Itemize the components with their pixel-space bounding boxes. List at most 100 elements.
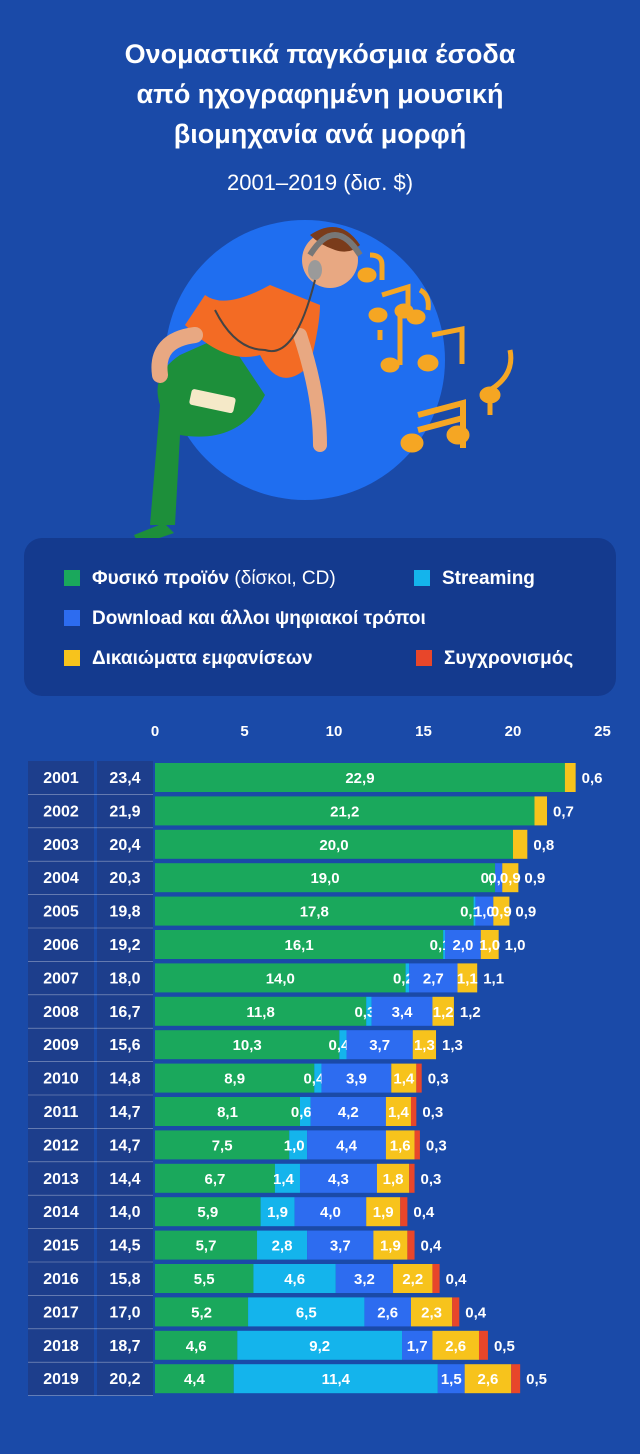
bar-segment-streaming bbox=[248, 1297, 365, 1327]
total-label: 20,4 bbox=[109, 837, 140, 854]
bar-segment-streaming bbox=[274, 1163, 300, 1193]
data-label-physical: 5,2 bbox=[191, 1304, 212, 1321]
bar-segment-performance bbox=[373, 1230, 408, 1260]
data-label-performance: 1,9 bbox=[373, 1204, 394, 1221]
data-label-physical: 5,7 bbox=[196, 1238, 217, 1255]
data-label-streaming: 0,6 bbox=[291, 1104, 312, 1121]
bar-segment-download bbox=[364, 1297, 411, 1327]
bar-segment-performance bbox=[534, 796, 548, 826]
year-label: 2006 bbox=[43, 937, 79, 954]
legend-item-physical: Φυσικό προϊόν (δίσκοι, CD) bbox=[64, 568, 336, 590]
bar-segment-physical bbox=[155, 1063, 315, 1093]
legend-swatch-download bbox=[64, 610, 80, 626]
bar-segment-physical bbox=[155, 1163, 275, 1193]
data-label-physical: 10,3 bbox=[233, 1037, 262, 1054]
data-label-streaming: 0,3 bbox=[354, 1004, 375, 1021]
total-label: 18,0 bbox=[109, 970, 140, 987]
legend-item-sync: Συγχρονισμός bbox=[416, 648, 573, 670]
data-label-streaming: 11,4 bbox=[322, 1371, 351, 1388]
total-label: 20,2 bbox=[109, 1371, 140, 1388]
data-label-performance: 0,9 bbox=[491, 904, 512, 921]
bar-segment-streaming bbox=[233, 1364, 438, 1394]
bar-segment-download bbox=[444, 930, 481, 959]
legend-panel: Φυσικό προϊόν (δίσκοι, CD) Streaming Dow… bbox=[24, 538, 616, 696]
data-label-performance: 2,3 bbox=[421, 1304, 442, 1321]
bar-segment-download bbox=[409, 963, 458, 993]
bar-segment-sync bbox=[511, 1364, 521, 1394]
data-label-streaming: 0,4 bbox=[329, 1037, 351, 1054]
data-label-performance: 1,3 bbox=[414, 1037, 435, 1054]
total-label: 19,2 bbox=[109, 937, 140, 954]
bar-segment-download bbox=[307, 1130, 386, 1160]
data-label-performance: 1,1 bbox=[457, 970, 478, 987]
data-label-physical: 19,0 bbox=[310, 870, 339, 887]
bar-segment-streaming bbox=[260, 1197, 295, 1227]
data-label-download: 3,7 bbox=[330, 1238, 351, 1255]
bar-segment-performance bbox=[457, 963, 478, 993]
data-label-performance: 1,0 bbox=[479, 937, 500, 954]
legend-swatch-sync bbox=[416, 650, 432, 666]
data-label-download: 2,6 bbox=[377, 1304, 398, 1321]
data-label-download: 4,2 bbox=[338, 1104, 359, 1121]
data-label-streaming: 2,8 bbox=[272, 1238, 293, 1255]
outer-label: 0,8 bbox=[533, 837, 554, 854]
data-label-physical: 17,8 bbox=[300, 904, 329, 921]
bar-segment-performance bbox=[464, 1364, 512, 1394]
data-label-performance: 1,8 bbox=[383, 1171, 404, 1188]
data-label-download: 3,9 bbox=[346, 1071, 367, 1088]
year-label: 2018 bbox=[43, 1338, 79, 1355]
outer-label: 1,3 bbox=[442, 1037, 463, 1054]
legend-swatch-performance bbox=[64, 650, 80, 666]
outer-label: 0,5 bbox=[526, 1371, 547, 1388]
outer-label: 0,9 bbox=[515, 904, 536, 921]
data-label-physical: 14,0 bbox=[266, 970, 295, 987]
year-column-bg bbox=[28, 761, 94, 1396]
bar-segment-streaming bbox=[366, 996, 372, 1026]
bar-segment-physical bbox=[155, 1230, 258, 1260]
bar-segment-performance bbox=[564, 763, 576, 792]
total-column-bg bbox=[97, 761, 153, 1396]
outer-label: 1,0 bbox=[505, 937, 526, 954]
outer-label: 0,4 bbox=[413, 1204, 435, 1221]
year-label: 2019 bbox=[43, 1371, 79, 1388]
legend-label-physical: Φυσικό προϊόν bbox=[92, 568, 230, 589]
x-tick-label: 10 bbox=[326, 723, 343, 740]
outer-label: 0,3 bbox=[421, 1171, 442, 1188]
bar-segment-download bbox=[402, 1330, 433, 1360]
data-label-download: 3,2 bbox=[354, 1271, 375, 1288]
bar-segment-performance bbox=[376, 1163, 410, 1193]
year-label: 2014 bbox=[43, 1204, 79, 1221]
stacked-bar-chart: 0 5 10 15 20 25 2001 23,4 22,9 0,6 2002 21,9 21,2 0,7… bbox=[28, 723, 611, 1396]
bar-segment-performance bbox=[385, 1097, 411, 1126]
year-label: 2012 bbox=[43, 1137, 79, 1154]
data-label-download: 1,5 bbox=[441, 1371, 462, 1388]
year-label: 2009 bbox=[43, 1037, 79, 1054]
year-label: 2010 bbox=[43, 1071, 79, 1088]
page-title: Ονομαστικά παγκόσμια έσοδα από ηχογραφημ… bbox=[124, 39, 516, 149]
x-tick-label: 5 bbox=[240, 723, 248, 740]
illustration-listener bbox=[134, 220, 514, 545]
bar-segment-physical bbox=[155, 1130, 290, 1160]
data-label-physical: 22,9 bbox=[345, 770, 374, 787]
data-label-streaming: 0,4 bbox=[303, 1071, 325, 1088]
outer-label: 0,4 bbox=[446, 1271, 468, 1288]
bar-segment-download bbox=[371, 996, 433, 1026]
bar-segment-download bbox=[335, 1264, 394, 1293]
page-subtitle: 2001–2019 (δισ. $) bbox=[226, 170, 414, 195]
data-label-physical: 7,5 bbox=[212, 1137, 233, 1154]
bar-segment-streaming bbox=[253, 1264, 336, 1293]
year-label: 2011 bbox=[44, 1104, 79, 1121]
bar-segment-physical bbox=[155, 896, 474, 926]
bar-segment-download bbox=[346, 1030, 413, 1060]
bar-segment-performance bbox=[385, 1130, 415, 1160]
year-label: 2001 bbox=[43, 770, 79, 787]
year-label: 2013 bbox=[43, 1171, 79, 1188]
bar-segment-performance bbox=[432, 996, 454, 1026]
data-label-streaming: 1,0 bbox=[284, 1137, 305, 1154]
bar-segment-physical bbox=[155, 996, 367, 1026]
data-label-performance: 1,2 bbox=[433, 1004, 454, 1021]
total-label: 23,4 bbox=[109, 770, 140, 787]
year-label: 2016 bbox=[43, 1271, 79, 1288]
x-tick-label: 0 bbox=[151, 723, 159, 740]
bar-segment-download bbox=[321, 1063, 392, 1093]
